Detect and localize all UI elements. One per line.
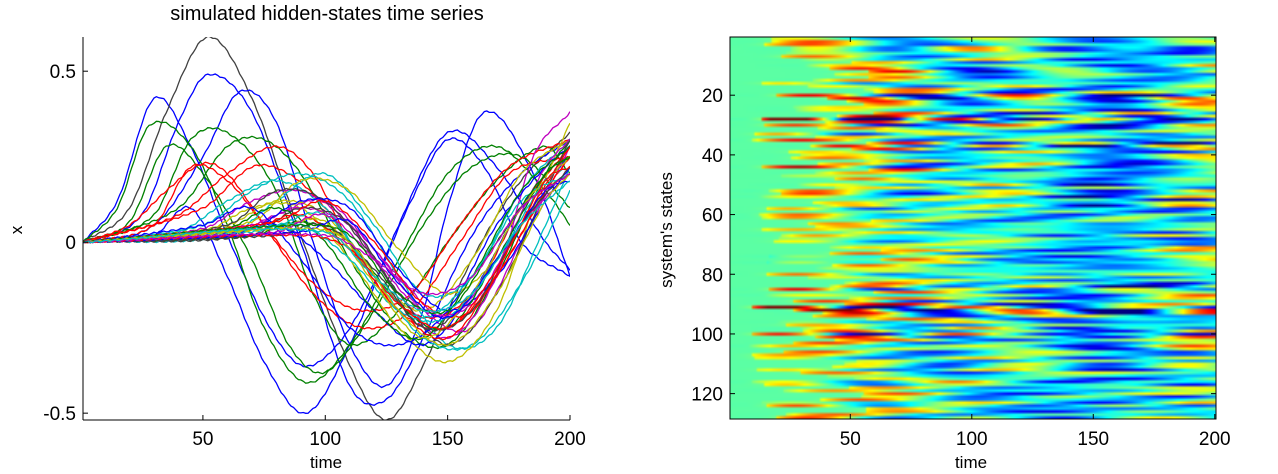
heatmap-y-tick-label: 20 — [702, 86, 723, 107]
series-lines — [83, 37, 570, 420]
heatmap-y-axis-label: system's states — [657, 172, 676, 288]
series-line-40 — [83, 172, 570, 347]
series-line-5 — [83, 129, 570, 414]
axes: 50 100 150 200 -0.5 0 0.5 — [43, 37, 586, 450]
x-tick-label: 150 — [432, 429, 464, 450]
time-series-chart: simulated hidden-states time series 50 10… — [7, 3, 586, 472]
series-line-1 — [83, 95, 570, 368]
heatmap-canvas — [730, 37, 1216, 419]
series-line-39 — [83, 165, 570, 331]
series-line-24 — [83, 140, 570, 346]
y-axis-label: x — [7, 225, 26, 234]
series-line-6 — [83, 120, 570, 384]
heatmap-x-tick-label: 150 — [1077, 429, 1109, 450]
series-line-15 — [83, 165, 570, 351]
series-line-10 — [83, 155, 570, 330]
y-tick-label: 0.5 — [50, 62, 76, 83]
heatmap-x-axis-label: time — [955, 453, 987, 472]
heatmap-y-tick-label: 40 — [702, 146, 723, 167]
series-line-3 — [83, 73, 570, 406]
heatmap-image — [730, 37, 1216, 419]
series-line-38 — [83, 156, 570, 315]
chart-title: simulated hidden-states time series — [170, 3, 483, 25]
heatmap-y-tick-label: 120 — [691, 385, 723, 406]
y-tick-label: 0 — [65, 233, 76, 254]
series-line-42 — [83, 180, 570, 313]
heatmap-x-tick-label: 50 — [840, 429, 861, 450]
series-line-27 — [83, 145, 570, 347]
x-tick-label: 200 — [554, 429, 586, 450]
series-line-7 — [83, 143, 570, 375]
x-axis-label: time — [310, 453, 342, 472]
heatmap-x-tick-label: 100 — [956, 429, 988, 450]
series-line-41 — [83, 173, 570, 296]
x-tick-label: 100 — [309, 429, 341, 450]
y-tick-label: -0.5 — [43, 404, 76, 425]
heatmap-y-tick-label: 60 — [702, 206, 723, 227]
heatmap-x-tick-label: 200 — [1199, 429, 1231, 450]
heatmap-y-tick-label: 100 — [691, 325, 723, 346]
series-line-11 — [83, 139, 570, 313]
x-tick-label: 50 — [192, 429, 213, 450]
heatmap-y-tick-label: 80 — [702, 265, 723, 286]
